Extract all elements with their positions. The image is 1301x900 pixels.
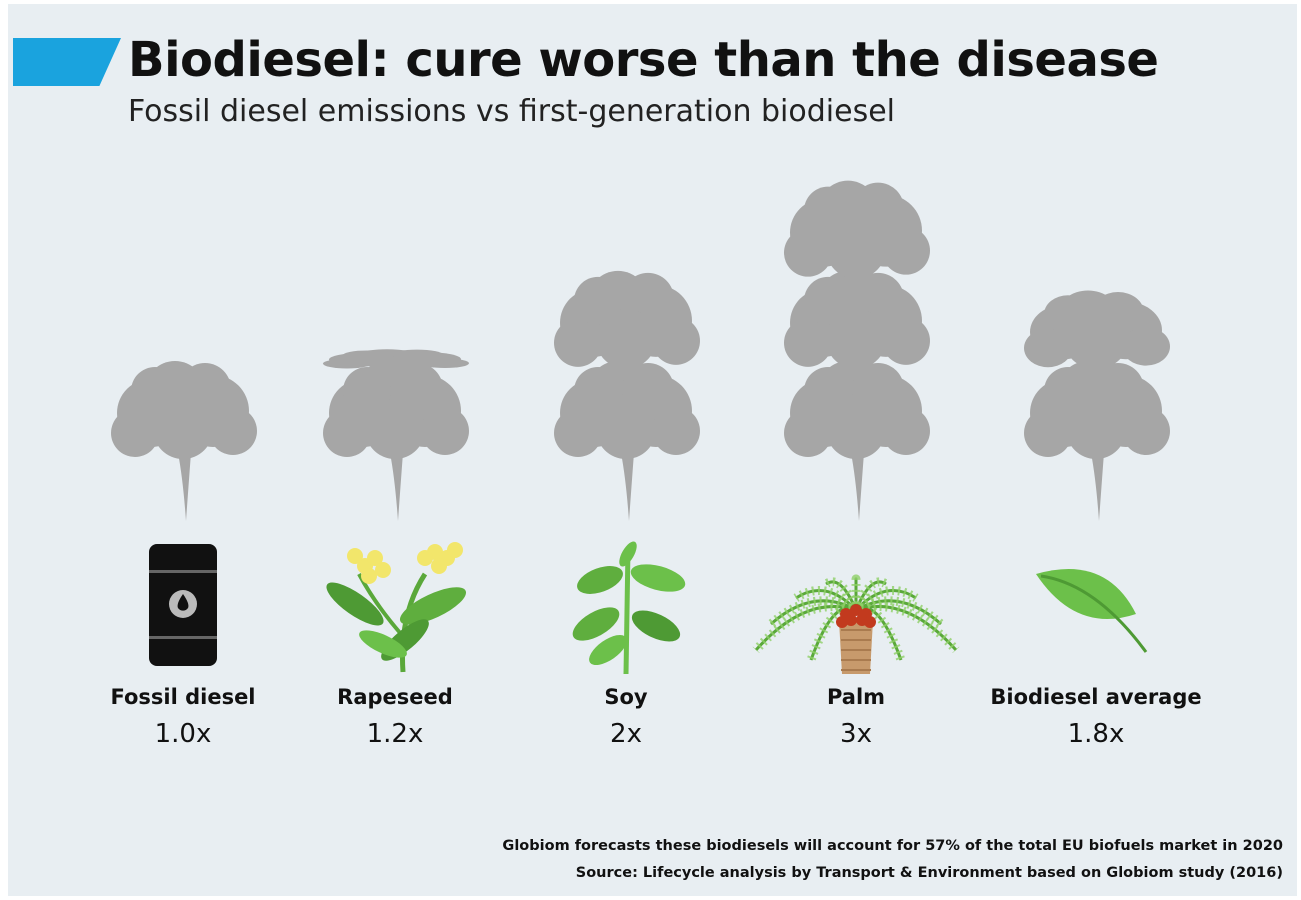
- category-label: Palm: [827, 685, 885, 709]
- title-accent-bar: [13, 38, 121, 86]
- palm-tree-icon: [752, 574, 960, 674]
- smoke-column-2: [323, 349, 469, 521]
- value-label: 1.0x: [155, 719, 212, 749]
- value-label: 3x: [840, 719, 872, 749]
- chart-title: Biodiesel: cure worse than the disease: [128, 32, 1159, 88]
- value-label: 2x: [610, 719, 642, 749]
- smoke-column-1: [111, 361, 257, 521]
- infographic-canvas: Biodiesel: cure worse than the disease F…: [8, 4, 1297, 896]
- category-label: Fossil diesel: [110, 685, 255, 709]
- smoke-column-4: [784, 180, 930, 521]
- category-label: Rapeseed: [337, 685, 453, 709]
- smoke-column-5: [1024, 290, 1170, 521]
- category-label: Soy: [604, 685, 648, 709]
- soy-plant-icon: [572, 541, 686, 675]
- leaf-icon: [1036, 569, 1148, 653]
- oil-barrel-icon: [149, 544, 217, 666]
- value-label: 1.2x: [367, 719, 424, 749]
- value-label: 1.8x: [1068, 719, 1125, 749]
- smoke-column-3: [554, 270, 700, 521]
- chart-subtitle: Fossil diesel emissions vs first-generat…: [128, 94, 895, 129]
- footnote-market-share: Globiom forecasts these biodiesels will …: [502, 838, 1283, 854]
- footnote-source: Source: Lifecycle analysis by Transport …: [575, 865, 1283, 881]
- category-label: Biodiesel average: [990, 685, 1201, 709]
- rapeseed-plant-icon: [326, 542, 467, 673]
- emissions-chart: Fossil diesel 1.0x Rapeseed 1.2x Soy 2x Palm 3x…: [110, 180, 1202, 749]
